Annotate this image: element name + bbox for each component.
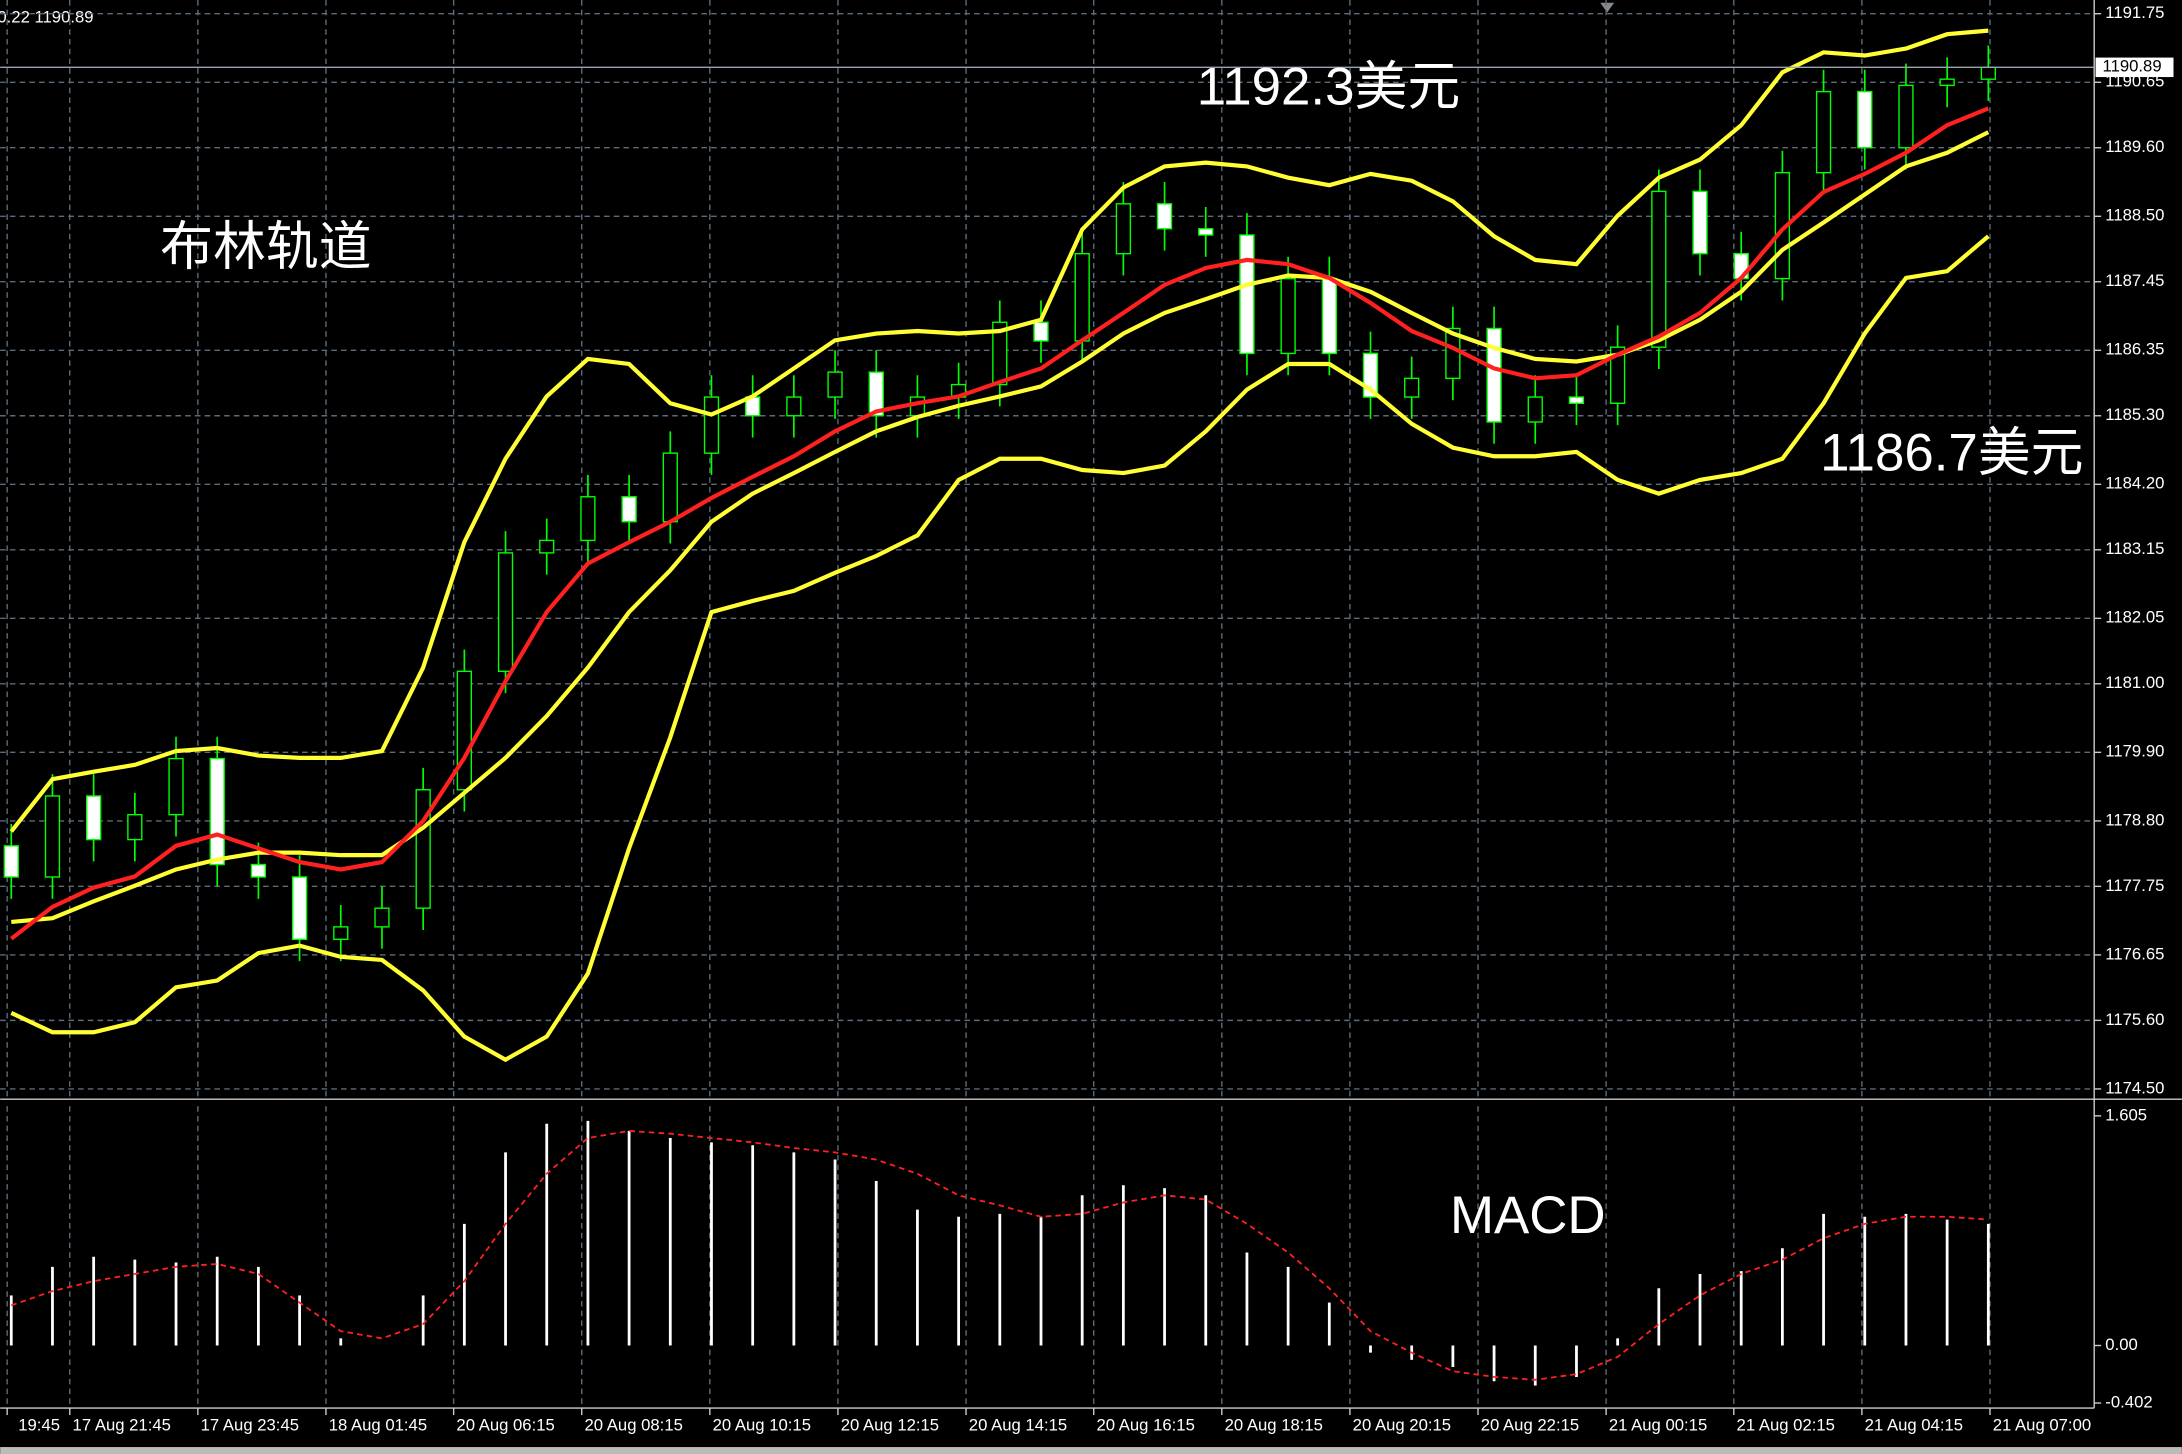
x-tick-label: 20 Aug 16:15 xyxy=(1096,1416,1194,1435)
candle-body xyxy=(3,845,19,878)
y-tick-label: 1178.80 xyxy=(2105,810,2164,829)
candle-body xyxy=(1198,228,1214,236)
candle-body xyxy=(868,371,884,417)
indicator-line xyxy=(9,28,1989,833)
candle-body xyxy=(168,757,184,816)
x-tick-label: 20 Aug 20:15 xyxy=(1353,1416,1451,1435)
candle-body xyxy=(250,863,267,878)
annotation: MACD xyxy=(1450,1186,1606,1245)
candle-body xyxy=(662,452,678,523)
x-tick-label: 20 Aug 14:15 xyxy=(969,1416,1067,1435)
candle-body xyxy=(1527,396,1543,423)
signal-line xyxy=(10,1130,1989,1381)
candle-body xyxy=(1815,90,1832,174)
x-tick-label: 21 Aug 02:15 xyxy=(1737,1416,1835,1435)
y-tick-label: 1185.30 xyxy=(2105,405,2164,424)
shift-marker xyxy=(1600,2,1615,13)
indicator-line xyxy=(11,130,1990,925)
candle-body xyxy=(209,757,225,866)
x-tick-label: 21 Aug 04:15 xyxy=(1865,1416,1963,1435)
candle-body xyxy=(1280,277,1296,355)
candle-body xyxy=(44,795,61,878)
candle-body xyxy=(456,670,473,791)
annotation: 1192.3美元 xyxy=(1197,57,1460,116)
scrollbar xyxy=(0,1447,2182,1454)
candle-body xyxy=(333,926,349,941)
y-tick-label: 1175.60 xyxy=(2105,1010,2164,1029)
x-tick-label: 18 Aug 01:45 xyxy=(329,1416,427,1435)
y-tick-label: 1189.60 xyxy=(2105,137,2164,156)
candle-body xyxy=(539,539,555,554)
candle-body xyxy=(1321,277,1337,355)
y-tick-label: 1184.20 xyxy=(2105,474,2164,493)
x-tick-label: 20 Aug 08:15 xyxy=(585,1416,683,1435)
indicator-line xyxy=(10,234,1990,1063)
x-tick-label: 20 Aug 06:15 xyxy=(456,1416,554,1435)
y-tick-label: 1191.75 xyxy=(2105,3,2164,22)
y-tick-label: 1177.75 xyxy=(2105,876,2164,895)
candle-body xyxy=(992,321,1008,386)
price-header: 0.22 1190.89 xyxy=(0,7,94,26)
candle-body xyxy=(1651,190,1667,348)
candle-body xyxy=(1033,321,1049,342)
indicator-line xyxy=(10,106,1990,941)
y-tick-label: 1187.45 xyxy=(2105,271,2164,290)
y-tick-label: 1188.50 xyxy=(2105,206,2164,225)
x-tick-label: 17 Aug 21:45 xyxy=(73,1416,171,1435)
annotation: 1186.7美元 xyxy=(1820,423,2083,482)
candle-body xyxy=(827,371,843,398)
candle-body xyxy=(1609,346,1626,404)
candle-body xyxy=(580,496,596,542)
candle-body xyxy=(909,396,926,417)
candle-body xyxy=(1404,377,1420,398)
candle-body xyxy=(786,396,802,417)
candle-body xyxy=(85,795,102,841)
candle-body xyxy=(621,496,637,523)
candle-body xyxy=(1239,234,1255,355)
x-tick-label: 17 Aug 23:45 xyxy=(201,1416,299,1435)
x-tick-label: 21 Aug 07:00 xyxy=(1993,1416,2091,1435)
x-tick-label: 21 Aug 00:15 xyxy=(1609,1416,1707,1435)
y-tick-label: 1182.05 xyxy=(2105,608,2164,627)
candle-body xyxy=(374,907,390,928)
y-tick-label: 1174.50 xyxy=(2105,1078,2164,1097)
y-tick-label: 1186.35 xyxy=(2105,340,2164,359)
candle-body xyxy=(1115,203,1132,255)
candle-body xyxy=(1486,327,1502,423)
candle-body xyxy=(127,813,143,841)
x-tick-label: 20 Aug 12:15 xyxy=(841,1416,939,1435)
y-tick-label: 1176.65 xyxy=(2105,944,2164,963)
candle-body xyxy=(703,396,720,454)
candle-body xyxy=(291,876,308,941)
candle-body xyxy=(1857,90,1873,149)
y-tick-label: 1.605 xyxy=(2105,1105,2147,1124)
y-tick-label: 1183.15 xyxy=(2105,539,2164,558)
candle-body xyxy=(1568,396,1585,404)
candle-body xyxy=(1156,203,1173,230)
candle-body xyxy=(1980,66,1996,80)
current-price-box xyxy=(2095,57,2174,78)
y-tick-label: -0.402 xyxy=(2105,1392,2152,1411)
x-tick-label: 20 Aug 22:15 xyxy=(1481,1416,1579,1435)
candle-body xyxy=(415,789,431,909)
y-tick-label: 1179.90 xyxy=(2105,742,2164,761)
x-tick-label: 20 Aug 10:15 xyxy=(713,1416,811,1435)
candle-body xyxy=(1692,190,1708,255)
candle-body xyxy=(1898,84,1914,149)
candle-body xyxy=(1074,252,1090,342)
y-tick-label: 1181.00 xyxy=(2105,673,2164,692)
x-tick-label: 19:45 xyxy=(18,1416,60,1435)
candle-body xyxy=(497,552,514,673)
current-price-label: 1190.89 xyxy=(2103,57,2162,76)
y-tick-label: 0.00 xyxy=(2105,1335,2137,1354)
annotation: 布林轨道 xyxy=(160,217,371,276)
x-tick-label: 20 Aug 18:15 xyxy=(1225,1416,1323,1435)
candle-body xyxy=(1939,78,1955,87)
